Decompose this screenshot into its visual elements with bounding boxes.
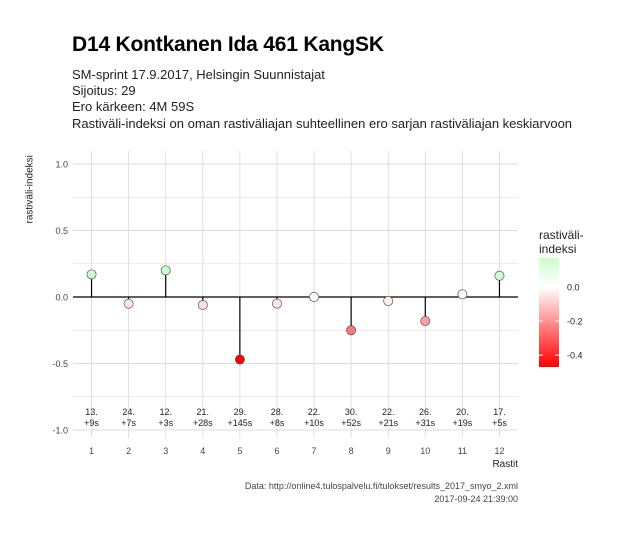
legend-tick-label: -0.2 [567,317,583,327]
rank-label-3: 12. [159,407,172,417]
point-rastti-9 [383,296,394,306]
rank-label-6: 28. [271,407,284,417]
subtitle-event: SM-sprint 17.9.2017, Helsingin Suunnista… [72,67,325,82]
x-tick-label: 3 [163,446,168,456]
y-tick-label: -0.5 [52,359,68,369]
subtitle-rank: Sijoitus: 29 [72,83,136,98]
time-diff-label-6: +8s [270,418,285,428]
time-diff-label-9: +21s [378,418,398,428]
rank-label-7: 22. [308,407,321,417]
point-rastti-12 [494,270,505,281]
color-legend: 0.0 -0.2 -0.4 [539,258,583,367]
rank-label-8: 30. [345,407,358,417]
x-tick-label: 10 [420,446,430,456]
y-tick-label: 1.0 [55,160,68,170]
point-rastti-2 [123,298,134,309]
grid: -1.0-0.50.00.51.01 2 3 4 5 6 7 8 9 10 11 12 [52,151,518,456]
rank-label-9: 22. [382,407,395,417]
point-rastti-8 [346,325,357,336]
x-tick-label: 6 [274,446,279,456]
time-diff-label-2: +7s [121,418,136,428]
point-rastti-7 [309,292,319,302]
rank-label-10: 26. [419,407,432,417]
point-rastti-10 [420,315,431,326]
point-rastti-11 [457,289,468,300]
x-tick-label: 1 [89,446,94,456]
point-rastti-1 [86,269,97,280]
x-tick-label: 2 [126,446,131,456]
legend-tick-label: -0.4 [567,351,583,361]
chart-title: D14 Kontkanen Ida 461 KangSK [72,33,384,56]
x-tick-label: 8 [349,446,354,456]
time-diff-label-7: +10s [304,418,324,428]
time-diff-label-10: +31s [415,418,435,428]
time-diff-label-1: +9s [84,418,99,428]
y-tick-label: -1.0 [52,426,68,436]
time-diff-label-11: +19s [452,418,472,428]
data-source-caption: Data: http://online4.tulospalvelu.fi/tul… [244,481,518,491]
rank-label-1: 13. [85,407,98,417]
time-diff-label-8: +52s [341,418,361,428]
x-tick-label: 4 [200,446,205,456]
point-rastti-5 [234,354,245,365]
data-marks: 13.+9s 24.+7s 12.+3s 21.+28s 29.+145s 28.+8s 2… [73,265,518,428]
time-diff-label-12: +5s [492,418,507,428]
subtitle-description: Rastiväli-indeksi on oman rastiväliajan … [72,116,573,131]
timestamp-caption: 2017-09-24 21:39:00 [434,494,518,504]
rank-label-2: 24. [122,407,135,417]
rank-label-12: 17. [493,407,506,417]
x-tick-label: 11 [458,446,467,456]
rank-label-11: 20. [456,407,469,417]
time-diff-label-5: +145s [227,418,252,428]
time-diff-label-3: +3s [158,418,173,428]
subtitle-gap: Ero kärkeen: 4M 59S [72,99,195,114]
point-rastti-3 [160,265,171,276]
y-tick-label: 0.5 [55,226,68,236]
x-tick-label: 9 [386,446,391,456]
legend-title: rastiväli- indeksi [539,228,584,256]
x-tick-label: 7 [312,446,317,456]
legend-tick-label: 0.0 [567,282,580,292]
point-rastti-4 [197,300,208,310]
rank-label-4: 21. [197,407,210,417]
rank-label-5: 29. [234,407,247,417]
x-tick-label: 5 [237,446,242,456]
time-diff-label-4: +28s [193,418,213,428]
y-tick-label: 0.0 [55,293,68,303]
x-axis-label: Rastit [492,459,518,470]
legend-colorbar [539,258,559,367]
point-rastti-6 [272,298,282,309]
x-tick-label: 12 [494,446,504,456]
